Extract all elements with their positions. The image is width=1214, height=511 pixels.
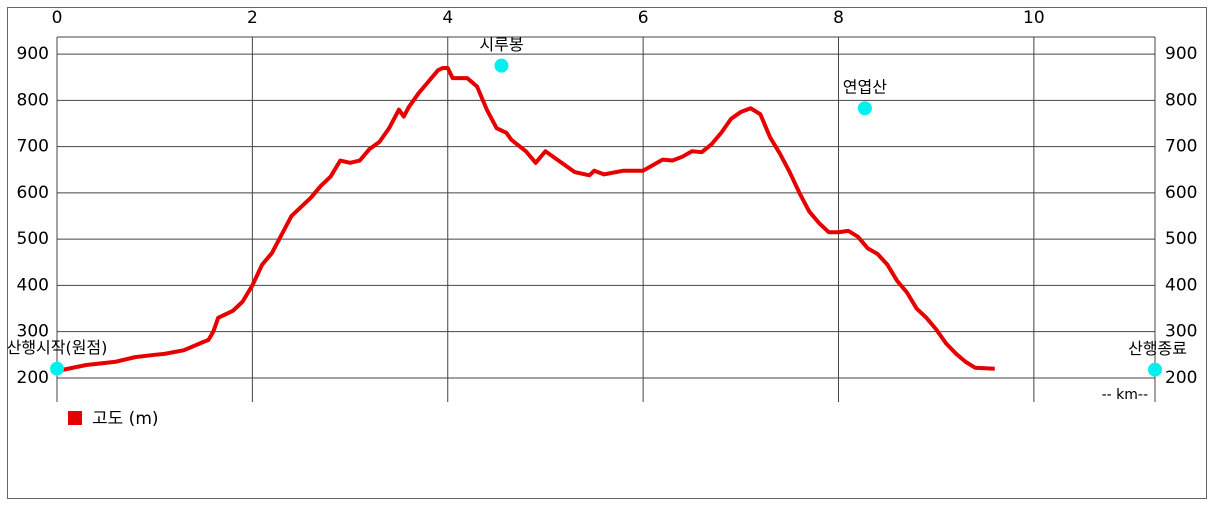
y-tick-label: 200 <box>17 368 49 388</box>
y-tick-label: 800 <box>17 90 49 110</box>
y2-tick-label: 400 <box>1165 275 1197 295</box>
x-tick-label: 0 <box>52 8 63 28</box>
y2-tick-label: 300 <box>1165 322 1197 342</box>
y-tick-label: 300 <box>17 322 49 342</box>
x-tick-label: 2 <box>247 8 258 28</box>
waypoint-label: 산행시작(원점) <box>7 338 108 357</box>
elevation-line <box>56 65 995 373</box>
waypoint-label: 연엽산 <box>843 78 887 97</box>
x-tick-label: 10 <box>1023 8 1045 28</box>
waypoint <box>50 361 64 376</box>
waypoint-label: 시루봉 <box>479 35 523 54</box>
x-tick-label: 8 <box>833 8 844 28</box>
x-tick-label: 4 <box>442 8 453 28</box>
waypoint <box>857 101 872 116</box>
waypoint <box>494 58 509 73</box>
y-tick-label: 700 <box>17 137 49 157</box>
y-tick-label: 500 <box>17 229 49 249</box>
x-axis-label: -- km-- <box>1102 387 1148 403</box>
y2-tick-label: 200 <box>1165 368 1197 388</box>
y2-tick-label: 700 <box>1165 137 1197 157</box>
y-tick-label: 400 <box>17 275 49 295</box>
waypoint-label: 산행종료 <box>1128 339 1187 358</box>
waypoint <box>1148 362 1162 377</box>
y2-tick-label: 500 <box>1165 229 1197 249</box>
x-tick-label: 6 <box>638 8 649 28</box>
y2-tick-label: 600 <box>1165 183 1197 203</box>
y2-tick-label: 800 <box>1165 90 1197 110</box>
legend-swatch <box>68 411 82 425</box>
y-tick-label: 600 <box>17 183 49 203</box>
y2-tick-label: 900 <box>1165 44 1197 64</box>
legend-label: 고도 (m) <box>92 409 159 429</box>
frame <box>7 7 1207 499</box>
y-tick-label: 900 <box>17 44 49 64</box>
